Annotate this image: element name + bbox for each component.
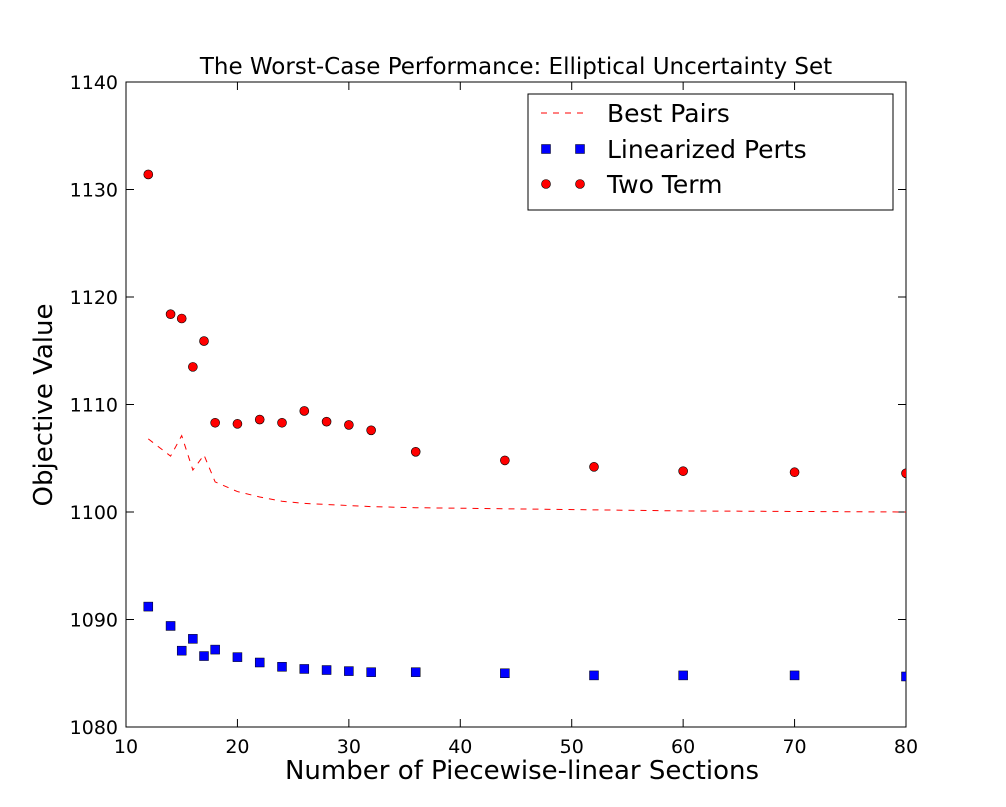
y-tick-label: 1140	[70, 72, 118, 94]
legend-swatch-two-term	[541, 179, 551, 189]
two-term-point	[199, 336, 209, 346]
two-term-point	[254, 414, 265, 425]
linearized-perts-point	[500, 668, 510, 678]
linearized-perts-point	[589, 670, 599, 681]
x-tick-label: 50	[560, 736, 584, 758]
legend-swatch-linearized-perts	[541, 144, 551, 154]
two-term-point	[321, 416, 332, 427]
linearized-perts-point	[366, 667, 376, 677]
plot-frame	[125, 81, 907, 728]
linearized-perts-point	[232, 652, 243, 662]
y-tick-label: 1100	[70, 502, 118, 524]
legend-label: Linearized Perts	[607, 135, 807, 164]
two-term-point	[589, 462, 599, 472]
y-tick-label: 1110	[70, 395, 118, 417]
x-tick-label: 40	[448, 736, 472, 758]
two-term-point	[176, 313, 187, 324]
linearized-perts-point	[901, 671, 906, 682]
two-term-point	[500, 455, 510, 466]
y-tick-label: 1130	[70, 180, 118, 202]
y-tick-label: 1120	[70, 287, 118, 309]
two-term-point	[789, 467, 800, 478]
two-term-point	[901, 468, 906, 479]
linearized-perts-point	[176, 645, 187, 656]
linearized-perts-point	[344, 666, 354, 676]
legend: Best Pairs Linearized Perts Two Term	[527, 93, 894, 211]
two-term-point	[344, 420, 354, 430]
linearized-perts-point	[254, 657, 265, 668]
two-term-point	[165, 309, 176, 320]
legend-label: Best Pairs	[607, 99, 730, 128]
x-tick-label: 70	[782, 736, 806, 758]
linearized-perts-point	[188, 634, 198, 644]
linearized-perts-point	[789, 670, 800, 681]
legend-swatch-two-term	[575, 179, 585, 189]
x-axis-title: Number of Piecewise-linear Sections	[285, 756, 759, 786]
x-tick-label: 30	[337, 736, 361, 758]
linearized-perts-point	[299, 664, 310, 674]
linearized-perts-point	[199, 651, 209, 661]
x-tick-label: 20	[225, 736, 249, 758]
legend-box	[527, 93, 894, 211]
two-term-point	[188, 362, 198, 372]
linearized-perts-point	[143, 601, 154, 612]
x-tick-label: 60	[671, 736, 695, 758]
linearized-perts-point	[165, 621, 176, 631]
y-tick-label: 1090	[70, 610, 118, 632]
two-term-point	[143, 169, 154, 180]
two-term-point	[299, 406, 310, 416]
series-group	[143, 169, 906, 682]
two-term-point	[210, 417, 220, 428]
linearized-perts-point	[410, 667, 421, 677]
linearized-perts-point	[210, 644, 220, 655]
axis-ticks: 10 20 30 40 50 60 70 80 1080 1090 1100 1110 1120 1130…	[70, 72, 918, 758]
two-term-point	[366, 425, 376, 436]
y-tick-label: 1080	[70, 717, 118, 739]
chart-title: The Worst-Case Performance: Elliptical U…	[199, 54, 832, 80]
plot-area	[125, 81, 907, 728]
y-axis-title: Objective Value	[29, 304, 59, 507]
linearized-perts-point	[678, 670, 688, 681]
legend-swatch-linearized-perts	[575, 144, 585, 154]
two-term-point	[678, 466, 688, 476]
two-term-point	[232, 419, 243, 429]
two-term-point	[277, 417, 287, 428]
x-tick-label: 10	[114, 736, 138, 758]
linearized-perts-point	[321, 665, 332, 675]
legend-label: Two Term	[606, 170, 722, 199]
x-tick-label: 80	[894, 736, 918, 758]
linearized-perts-point	[277, 662, 287, 672]
two-term-point	[410, 446, 421, 457]
best-pairs-line	[147, 434, 906, 513]
